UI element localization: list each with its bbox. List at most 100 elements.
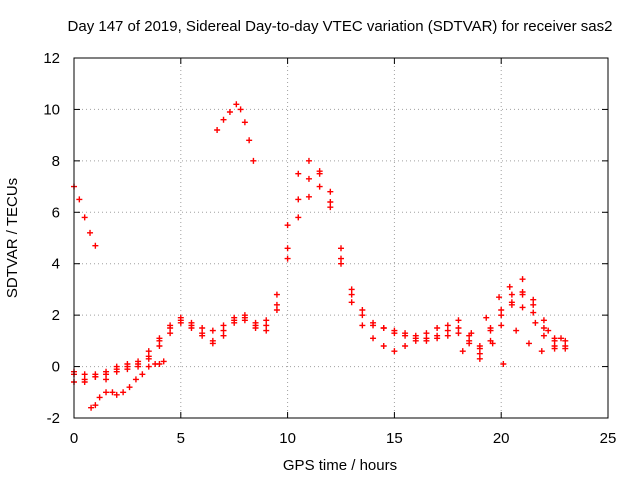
data-point-marker xyxy=(233,101,240,108)
data-point-marker xyxy=(359,322,366,329)
data-point-marker xyxy=(103,389,110,396)
data-point-marker xyxy=(402,343,409,349)
y-tick-label: 6 xyxy=(52,204,60,221)
x-tick-label: 10 xyxy=(279,430,296,447)
data-point-marker xyxy=(532,319,539,326)
data-point-marker xyxy=(525,340,532,347)
data-point-marker xyxy=(487,327,494,334)
data-point-marker xyxy=(188,325,195,331)
data-point-marker xyxy=(284,222,291,229)
data-point-marker xyxy=(305,157,312,164)
data-point-marker xyxy=(466,340,473,347)
x-tick-label: 20 xyxy=(493,430,510,447)
x-tick-label: 5 xyxy=(177,430,185,447)
data-point-marker xyxy=(444,332,451,339)
data-point-marker xyxy=(338,260,344,267)
data-point-marker xyxy=(538,348,545,355)
y-tick-label: 8 xyxy=(52,153,60,170)
data-point-marker xyxy=(305,193,312,200)
data-point-marker xyxy=(103,371,110,378)
series-arc-2 xyxy=(214,101,257,164)
series-arc-low xyxy=(88,358,167,411)
plot-frame xyxy=(73,57,609,419)
data-point-marker xyxy=(273,291,280,298)
data-point-marker xyxy=(252,319,259,326)
x-axis-label: GPS time / hours xyxy=(283,457,397,474)
data-point-marker xyxy=(434,325,441,331)
data-point-marker xyxy=(483,314,490,321)
data-point-marker xyxy=(551,345,558,352)
series-arc-1 xyxy=(71,183,99,249)
data-point-marker xyxy=(167,330,174,337)
y-tick-label: -2 xyxy=(47,410,60,427)
series-main-a xyxy=(71,157,569,383)
data-point-marker xyxy=(519,276,526,283)
data-point-marker xyxy=(423,337,430,344)
data-point-marker xyxy=(145,363,152,370)
data-point-marker xyxy=(120,389,127,396)
data-point-marker xyxy=(423,330,430,337)
data-point-marker xyxy=(156,343,163,349)
data-point-marker xyxy=(220,322,227,329)
data-point-marker xyxy=(156,337,163,344)
data-point-marker xyxy=(209,327,216,334)
data-point-marker xyxy=(455,330,462,337)
data-point-marker xyxy=(327,199,334,205)
data-point-marker xyxy=(496,294,503,301)
data-point-marker xyxy=(135,363,142,370)
data-point-marker xyxy=(519,289,526,295)
data-point-marker xyxy=(348,291,355,298)
data-point-marker xyxy=(489,340,496,347)
data-point-marker xyxy=(81,214,88,221)
data-point-marker xyxy=(506,283,513,290)
data-point-marker xyxy=(177,319,184,326)
data-point-marker xyxy=(551,335,558,342)
data-point-marker xyxy=(113,368,120,375)
data-point-marker xyxy=(284,245,291,252)
data-point-marker xyxy=(231,317,238,324)
data-point-marker xyxy=(338,245,344,252)
data-point-marker xyxy=(476,350,483,357)
data-point-marker xyxy=(295,214,302,221)
data-point-marker xyxy=(87,229,94,236)
x-tick-label: 15 xyxy=(386,430,403,447)
data-point-marker xyxy=(459,348,466,355)
data-point-marker xyxy=(545,327,552,334)
data-point-marker xyxy=(380,325,387,331)
data-point-marker xyxy=(391,330,398,337)
data-point-marker xyxy=(263,327,270,334)
y-tick-label: 0 xyxy=(52,359,60,376)
data-point-marker xyxy=(241,314,248,321)
data-point-marker xyxy=(498,322,505,329)
data-point-marker xyxy=(124,366,131,373)
data-point-marker xyxy=(348,286,355,293)
data-point-marker xyxy=(444,327,451,334)
ticks-layer: 0 5 10 15 20 25 -2 0 2 4 6 8 10 12 xyxy=(43,50,616,447)
data-point-marker xyxy=(530,296,537,303)
data-point-marker xyxy=(412,337,419,344)
series-main-c xyxy=(71,183,569,385)
data-point-marker xyxy=(562,337,569,344)
data-point-marker xyxy=(132,376,139,383)
data-point-marker xyxy=(327,188,334,195)
data-point-marker xyxy=(370,319,377,326)
data-point-marker xyxy=(498,307,505,313)
data-point-marker xyxy=(92,242,99,249)
data-point-marker xyxy=(540,332,547,339)
data-point-marker xyxy=(237,106,244,113)
data-point-marker xyxy=(508,291,515,298)
data-point-marker xyxy=(109,389,116,396)
data-point-marker xyxy=(209,340,216,347)
data-point-marker xyxy=(359,307,366,313)
data-point-marker xyxy=(199,325,206,331)
data-point-marker xyxy=(103,376,110,383)
data-point-marker xyxy=(139,371,146,378)
data-point-marker xyxy=(273,307,280,313)
data-point-marker xyxy=(273,301,280,308)
data-point-marker xyxy=(220,332,227,339)
marks-layer xyxy=(71,101,569,411)
data-point-marker xyxy=(81,379,88,385)
y-tick-label: 4 xyxy=(52,256,60,273)
data-point-marker xyxy=(476,355,483,362)
